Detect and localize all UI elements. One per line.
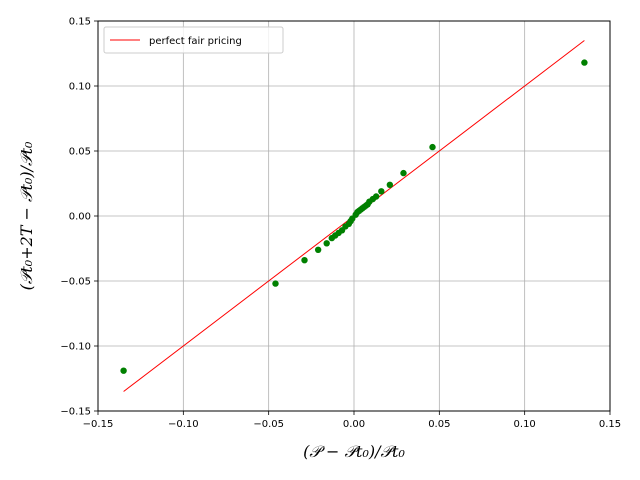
data-point <box>429 143 436 151</box>
legend-entry-perfect-fair-pricing: perfect fair pricing <box>149 36 242 47</box>
y-axis-label: (𝒫t₀+2T − 𝒫t₀)/𝒫t₀ <box>17 141 36 290</box>
data-point <box>378 188 385 195</box>
y-axis-ticks: −0.15 −0.10 −0.05 0.00 0.05 0.10 0.15 <box>60 17 98 418</box>
x-tick-label: −0.15 <box>83 419 114 430</box>
x-axis-ticks: −0.15 −0.10 −0.05 0.00 0.05 0.10 0.15 <box>83 411 621 430</box>
x-tick-label: −0.05 <box>253 419 284 430</box>
data-point <box>581 59 588 66</box>
y-tick-label: 0.05 <box>69 147 91 158</box>
legend-box <box>103 26 284 54</box>
plot-frame <box>97 20 611 412</box>
data-point <box>120 367 127 374</box>
y-tick-label: −0.10 <box>60 342 91 353</box>
data-point <box>323 240 330 247</box>
y-tick-label: 0.10 <box>69 82 91 93</box>
y-tick-label: 0.00 <box>69 212 91 223</box>
data-point <box>372 193 380 200</box>
plot-series <box>120 40 588 392</box>
x-axis-label: (𝒫 − 𝒫t₀)/𝒫t₀ <box>303 442 405 461</box>
x-tick-label: 0.10 <box>514 419 536 430</box>
x-tick-label: 0.05 <box>428 419 450 430</box>
data-point <box>386 181 394 188</box>
data-point <box>272 280 279 287</box>
y-tick-label: 0.15 <box>69 17 91 28</box>
y-tick-label: −0.15 <box>60 407 91 418</box>
data-point <box>314 246 322 253</box>
x-tick-label: −0.10 <box>168 419 199 430</box>
y-tick-label: −0.05 <box>60 277 91 288</box>
data-point <box>301 257 308 264</box>
legend: perfect fair pricing <box>103 26 284 54</box>
x-tick-label: 0.15 <box>599 419 621 430</box>
data-point <box>400 169 407 177</box>
x-tick-label: 0.00 <box>343 419 365 430</box>
